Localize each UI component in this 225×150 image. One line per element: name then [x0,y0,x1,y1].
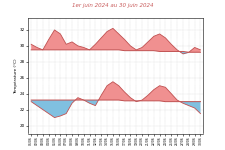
Y-axis label: Température (°C): Température (°C) [14,58,18,94]
Text: 1er juin 2024 au 30 juin 2024: 1er juin 2024 au 30 juin 2024 [72,3,153,8]
